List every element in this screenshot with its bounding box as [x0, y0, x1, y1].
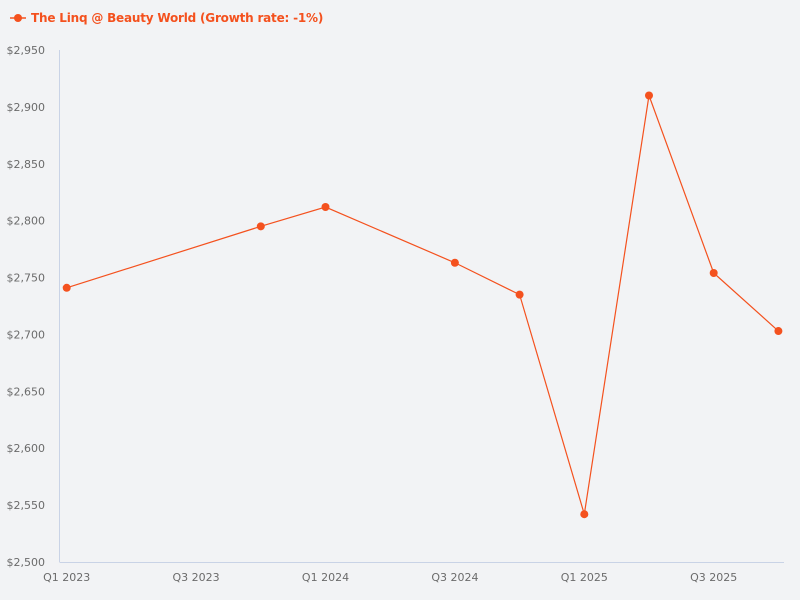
y-tick-label: $2,500 [7, 556, 46, 569]
data-series: Q1 2023: $2,741 Q4 2023: $2,795 Q1 2024: $… [62, 91, 783, 519]
x-tick-label: Q1 2025 [561, 571, 608, 584]
data-point[interactable]: Q1 2024: $2,812 [321, 203, 330, 212]
y-tick-label: $2,750 [7, 272, 46, 285]
x-tick-label: Q1 2024 [302, 571, 349, 584]
legend-line-marker-icon [10, 14, 26, 22]
y-tick-label: $2,950 [7, 44, 46, 57]
data-point[interactable]: Q3 2025: $2,754 [709, 269, 718, 278]
data-point[interactable]: Q4 2024: $2,735 [515, 290, 524, 299]
x-tick-label: Q3 2023 [173, 571, 220, 584]
data-point[interactable]: Q4 2023: $2,795 [256, 222, 265, 231]
y-tick-label: $2,600 [7, 442, 46, 455]
legend[interactable]: The Linq @ Beauty World (Growth rate: -1… [10, 8, 323, 28]
x-axis-ticks: Q1 2023 Q3 2023 Q1 2024 Q3 2024 Q1 2025 Q3 20… [43, 571, 737, 584]
y-tick-label: $2,700 [7, 328, 46, 341]
y-tick-label: $2,800 [7, 215, 46, 228]
x-tick-label: Q3 2024 [431, 571, 478, 584]
legend-label: The Linq @ Beauty World (Growth rate: -1… [31, 11, 324, 25]
x-tick-label: Q3 2025 [690, 571, 737, 584]
data-point[interactable]: Q4 2025: $2,703 [774, 327, 783, 336]
y-tick-label: $2,650 [7, 385, 46, 398]
y-tick-label: $2,550 [7, 499, 46, 512]
y-tick-label: $2,850 [7, 158, 46, 171]
y-axis-ticks: $2,500 $2,550 $2,600 $2,650 $2,700 $2,750 $2,8… [7, 44, 46, 569]
x-tick-label: Q1 2023 [43, 571, 90, 584]
data-point[interactable]: Q2 2025: $2,910 [645, 91, 653, 100]
y-tick-label: $2,900 [7, 101, 46, 114]
data-point[interactable]: Q3 2024: $2,763 [450, 258, 459, 267]
data-point[interactable]: Q1 2025: $2,542 [580, 510, 589, 519]
series-line [66, 95, 779, 515]
data-point[interactable]: Q1 2023: $2,741 [62, 283, 71, 292]
